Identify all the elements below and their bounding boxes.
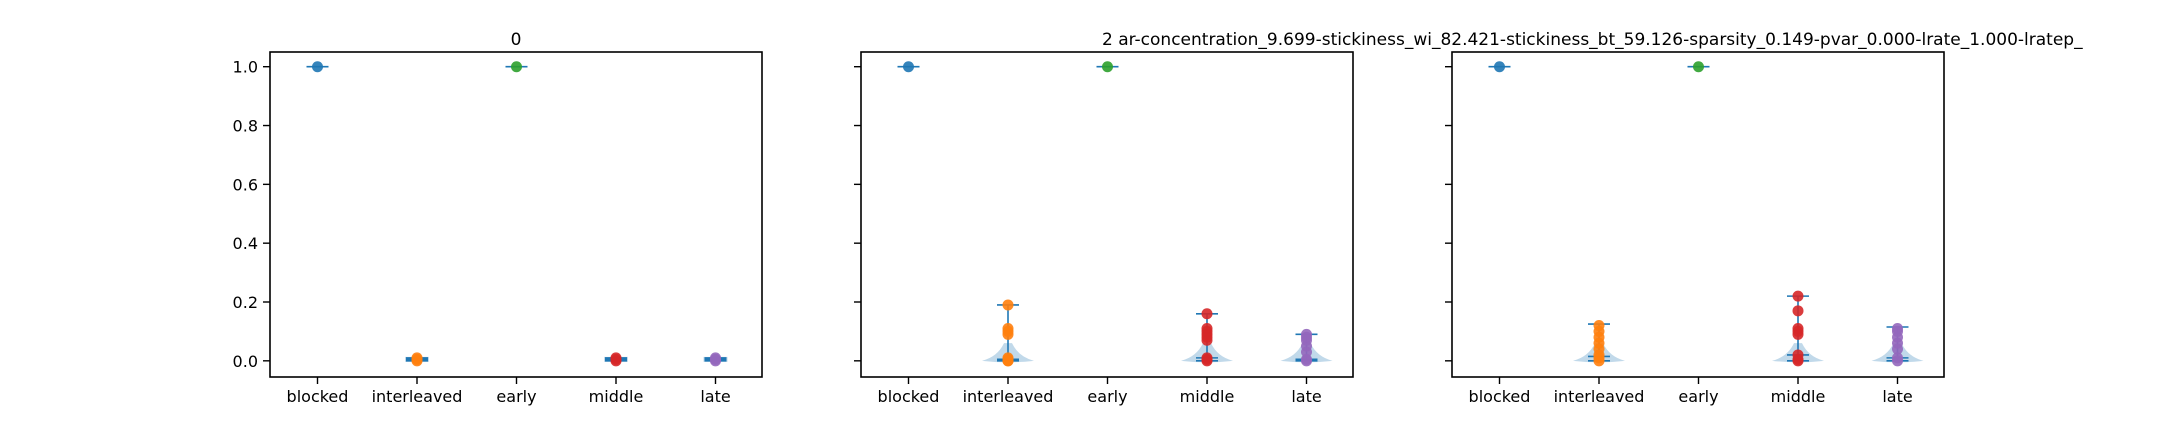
data-point (1892, 322, 1903, 334)
x-tick-label: middle (1771, 387, 1826, 406)
data-point (511, 61, 522, 73)
chart-panel-0: 0 0.0 0.2 0.4 0.6 0.8 1.0 blocked interleaved ear… (233, 30, 763, 406)
x-tick-label: late (700, 387, 730, 406)
x-tick-label: blocked (878, 387, 940, 406)
x-tick-label: early (496, 387, 536, 406)
data-point (1102, 61, 1113, 73)
data-point (1301, 328, 1312, 340)
y-tick-label: 0.2 (233, 293, 258, 312)
axes-frame (269, 51, 763, 378)
y-tick-label: 0.4 (233, 234, 258, 253)
x-tick-label: late (1291, 387, 1321, 406)
x-tick-label: blocked (287, 387, 349, 406)
data-point (1792, 305, 1804, 317)
data-point (312, 61, 323, 73)
data-point (1002, 299, 1014, 311)
axes-frame (860, 51, 1354, 378)
panels: 0 0.0 0.2 0.4 0.6 0.8 1.0 blocked interleaved ear… (233, 30, 1945, 406)
chart-panel-2: blocked interleaved early middle late (1445, 51, 1945, 406)
data-point (1892, 352, 1903, 364)
data-point (1593, 320, 1605, 332)
y-tick-label: 0.6 (233, 175, 258, 194)
x-tick-label: early (1678, 387, 1718, 406)
x-tick-label: interleaved (963, 387, 1054, 406)
data-point (1792, 349, 1804, 361)
axes-frame (1451, 51, 1945, 378)
x-tick-label: middle (1180, 387, 1235, 406)
x-tick-label: interleaved (372, 387, 463, 406)
x-tick-label: interleaved (1554, 387, 1645, 406)
y-tick-label: 0.8 (233, 117, 258, 136)
data-point (1201, 322, 1213, 334)
data-point (1792, 322, 1804, 334)
y-tick-label: 0.0 (233, 352, 258, 371)
data-point (1693, 61, 1704, 73)
data-point (1792, 290, 1804, 302)
panel-title: 0 (511, 30, 522, 50)
x-tick-label: late (1882, 387, 1912, 406)
data-point (1494, 61, 1505, 73)
x-tick-label: blocked (1469, 387, 1531, 406)
data-point (1201, 308, 1213, 320)
data-point (903, 61, 914, 73)
data-point (1002, 322, 1014, 334)
data-point (1201, 352, 1213, 364)
chart-panel-1: blocked interleaved early middle late (854, 51, 1354, 406)
y-tick-label: 1.0 (233, 58, 258, 77)
x-tick-label: middle (589, 387, 644, 406)
data-point (1002, 352, 1014, 364)
figure-title: 2 ar-concentration_9.699-stickiness_wi_8… (1102, 30, 2083, 50)
data-point (610, 352, 622, 364)
data-point (710, 352, 721, 364)
x-tick-label: early (1087, 387, 1127, 406)
data-point (411, 352, 423, 364)
